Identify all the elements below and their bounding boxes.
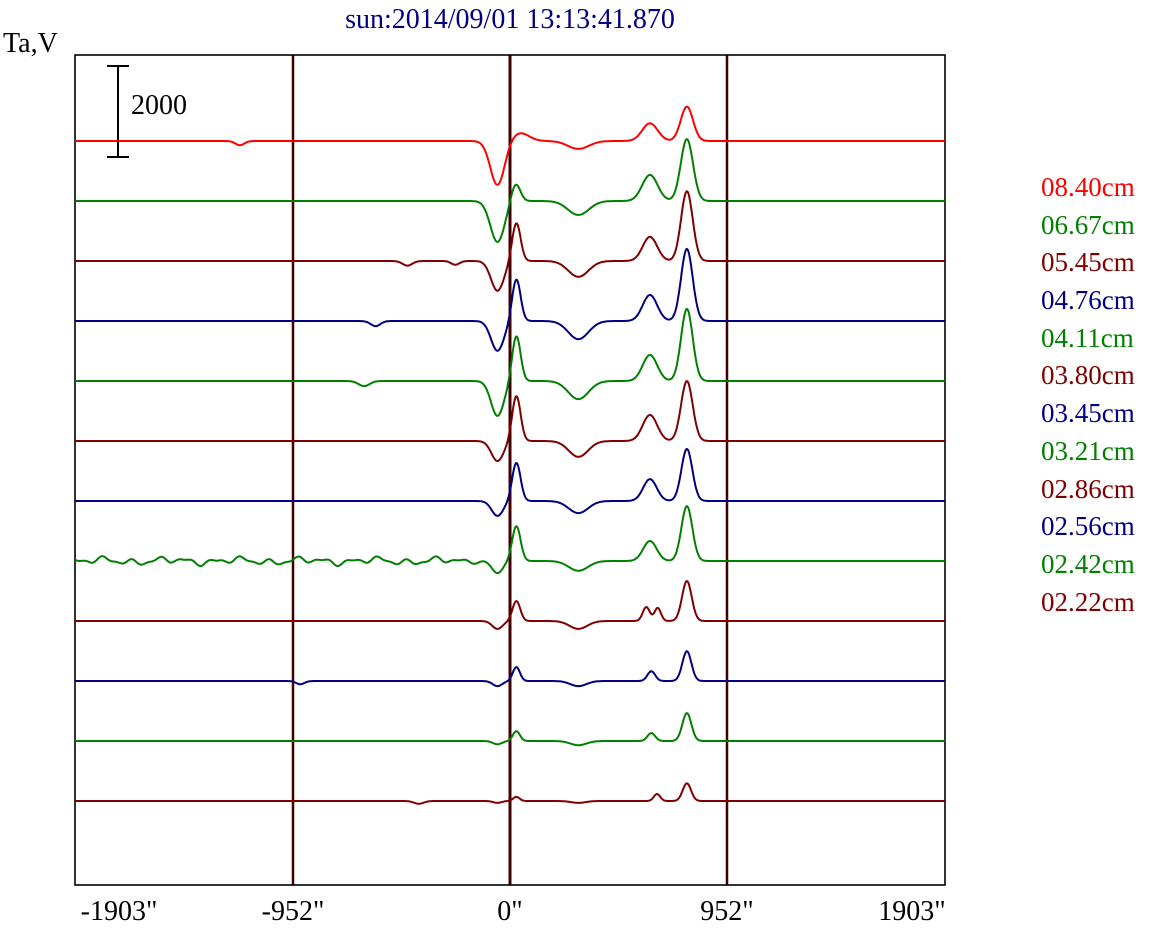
x-tick-label-952: 952": [700, 896, 754, 927]
trace-05.45cm: [75, 190, 945, 292]
legend: 08.40cm 06.67cm 05.45cm 04.76cm 04.11cm 03.80…: [1041, 169, 1135, 621]
x-tick-label-1903: 1903": [878, 896, 946, 927]
legend-item-02.42cm: 02.42cm: [1041, 548, 1135, 579]
legend-item-04.76cm: 04.76cm: [1041, 285, 1135, 316]
trace-08.40cm: [75, 105, 945, 186]
trace-02.86cm: [75, 580, 945, 630]
legend-item-02.22cm: 02.22cm: [1041, 586, 1135, 617]
x-tick-label-0: 0": [497, 896, 523, 927]
legend-item-03.80cm: 03.80cm: [1041, 360, 1135, 391]
legend-item-02.86cm: 02.86cm: [1041, 473, 1135, 504]
legend-item-08.40cm: 08.40cm: [1041, 172, 1135, 202]
trace-06.67cm: [75, 138, 945, 243]
trace-03.45cm: [75, 448, 945, 517]
y-axis-label: Ta,V: [3, 28, 58, 59]
trace-02.42cm: [75, 712, 945, 747]
scale-bar-label: 2000: [131, 90, 187, 121]
chart-title: sun:2014/09/01 13:13:41.870: [345, 4, 675, 35]
trace-04.11cm: [75, 308, 945, 417]
trace-02.22cm: [75, 782, 945, 805]
trace-02.56cm: [75, 650, 945, 688]
legend-item-04.11cm: 04.11cm: [1041, 322, 1134, 353]
x-tick-label--1903: -1903": [80, 896, 158, 927]
trace-03.21cm: [75, 505, 945, 575]
legend-item-03.45cm: 03.45cm: [1041, 398, 1135, 429]
legend-item-06.67cm: 06.67cm: [1041, 209, 1135, 240]
trace-04.76cm: [75, 248, 945, 352]
x-tick-label--952: -952": [261, 896, 325, 927]
trace-03.80cm: [75, 380, 945, 462]
legend-item-03.21cm: 03.21cm: [1041, 435, 1135, 466]
legend-item-05.45cm: 05.45cm: [1041, 247, 1135, 278]
plot-border: [74, 54, 946, 886]
legend-item-02.56cm: 02.56cm: [1041, 511, 1135, 542]
